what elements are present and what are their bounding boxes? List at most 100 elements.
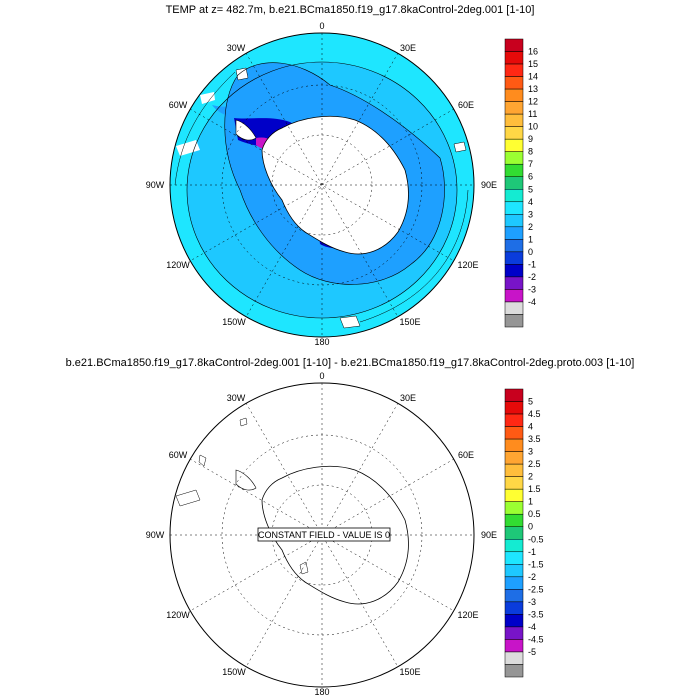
p2-colorbar-swatch: [504, 388, 524, 402]
p2-colorbar-label: 4.5: [528, 409, 541, 419]
p2-colorbar-swatch: [504, 501, 524, 515]
p1-lon-0: 0: [319, 21, 324, 31]
p2-colorbar-label: -0.5: [528, 534, 544, 544]
p2-lon-180: 180: [314, 687, 329, 697]
p1-colorbar-swatch: [504, 138, 524, 152]
p1-colorbar-label: 0: [528, 247, 533, 257]
p2-colorbar-label: -2: [528, 572, 536, 582]
p1-colorbar-swatch: [504, 276, 524, 290]
p1-colorbar-label: 16: [528, 47, 538, 57]
p2-colorbar-swatch: [504, 664, 524, 678]
p1-lon-150e: 150E: [399, 317, 420, 327]
p1-colorbar-label: 4: [528, 197, 533, 207]
p1-colorbar-swatch: [504, 88, 524, 102]
p2-colorbar-label: -3.5: [528, 609, 544, 619]
p1-colorbar-swatch: [504, 251, 524, 265]
p2-colorbar-swatch: [504, 401, 524, 415]
p1-colorbar-label: 9: [528, 134, 533, 144]
p2-colorbar-swatch: [504, 576, 524, 590]
p2-colorbar-swatch: [504, 513, 524, 527]
p1-colorbar-swatch: [504, 51, 524, 65]
p2-lon-90w: 90W: [146, 530, 165, 540]
p1-lon-90w: 90W: [146, 180, 165, 190]
p2-colorbar-label: -4.5: [528, 634, 544, 644]
p2-colorbar-swatch: [504, 551, 524, 565]
p2-colorbar-label: 0.5: [528, 509, 541, 519]
p1-colorbar-swatch: [504, 76, 524, 90]
p2-colorbar-label: 0: [528, 522, 533, 532]
p1-colorbar-swatch: [504, 214, 524, 228]
p1-lon-60w: 60W: [169, 100, 188, 110]
p1-colorbar-swatch: [504, 289, 524, 303]
p2-colorbar-label: 4: [528, 422, 533, 432]
p2-colorbar-label: 1: [528, 497, 533, 507]
p2-lon-120e: 120E: [457, 610, 478, 620]
p2-colorbar-swatch: [504, 413, 524, 427]
p1-colorbar-label: 2: [528, 222, 533, 232]
p2-colorbar-label: -1: [528, 547, 536, 557]
p1-colorbar-swatch: [504, 264, 524, 278]
p1-colorbar-swatch: [504, 314, 524, 328]
p1-lon-30e: 30E: [400, 43, 416, 53]
constant-field-label: CONSTANT FIELD - VALUE IS 0: [258, 530, 390, 540]
p1-colorbar-label: -1: [528, 259, 536, 269]
p2-colorbar-swatch: [504, 639, 524, 653]
p1-colorbar-label: 7: [528, 159, 533, 169]
p1-lon-90e: 90E: [481, 180, 497, 190]
p2-colorbar-label: -4: [528, 622, 536, 632]
p1-colorbar-label: 8: [528, 147, 533, 157]
p1-lon-30w: 30W: [227, 43, 246, 53]
p1-colorbar-label: 14: [528, 72, 538, 82]
p1-colorbar-label: 6: [528, 172, 533, 182]
panel2-map-border: [169, 382, 475, 688]
panel2-antarctica: [261, 465, 409, 605]
p1-colorbar-label: 12: [528, 97, 538, 107]
p1-colorbar-label: 11: [528, 109, 537, 119]
constant-field-box: [257, 527, 391, 542]
p2-lon-90e: 90E: [481, 530, 497, 540]
p2-colorbar-swatch: [504, 476, 524, 490]
p1-lon-120e: 120E: [457, 260, 478, 270]
p1-colorbar-label: 15: [528, 59, 538, 69]
p2-lon-150e: 150E: [399, 667, 420, 677]
p2-colorbar-swatch: [504, 488, 524, 502]
p2-colorbar-swatch: [504, 626, 524, 640]
p2-lon-150w: 150W: [222, 667, 246, 677]
p2-colorbar-swatch: [504, 451, 524, 465]
p2-colorbar-swatch: [504, 589, 524, 603]
p1-colorbar-swatch: [504, 189, 524, 203]
p1-colorbar-swatch: [504, 226, 524, 240]
p1-lon-60e: 60E: [458, 100, 474, 110]
p2-colorbar-label: -3: [528, 597, 536, 607]
p2-colorbar-swatch: [504, 526, 524, 540]
p2-colorbar-label: 1.5: [528, 484, 541, 494]
p1-colorbar-swatch: [504, 113, 524, 127]
p1-colorbar-label: 5: [528, 184, 533, 194]
p2-lon-30w: 30W: [227, 393, 246, 403]
p1-colorbar-label: -3: [528, 284, 536, 294]
p2-colorbar-swatch: [504, 614, 524, 628]
p2-colorbar-label: 5: [528, 397, 533, 407]
p1-colorbar-swatch: [504, 201, 524, 215]
p2-lon-30e: 30E: [400, 393, 416, 403]
panel1-title: TEMP at z= 482.7m, b.e21.BCma1850.f19_g1…: [165, 4, 535, 16]
p2-colorbar-label: 3.5: [528, 434, 541, 444]
p2-colorbar-label: -5: [528, 647, 536, 657]
p1-colorbar-label: 10: [528, 122, 538, 132]
panel2-colorbar: 5 4.5 4 3.5 3 2.5 2 1.5 1 0.5 0 -0.5 -1 -1.5 -2 -2.5 -3 -…: [504, 388, 544, 678]
p1-colorbar-swatch: [504, 63, 524, 77]
p1-colorbar-swatch: [504, 38, 524, 52]
p2-lon-120w: 120W: [166, 610, 190, 620]
p2-colorbar-swatch: [504, 539, 524, 553]
p1-colorbar-swatch: [504, 101, 524, 115]
panel1-graticule: [170, 33, 474, 337]
p1-colorbar-swatch: [504, 176, 524, 190]
p1-colorbar-label: -2: [528, 272, 536, 282]
p2-lon-0: 0: [319, 371, 324, 381]
p2-colorbar-label: 3: [528, 447, 533, 457]
panel2-title: b.e21.BCma1850.f19_g17.8kaControl-2deg.0…: [65, 357, 635, 369]
p2-colorbar-label: 2.5: [528, 459, 541, 469]
p1-colorbar-label: 13: [528, 84, 538, 94]
